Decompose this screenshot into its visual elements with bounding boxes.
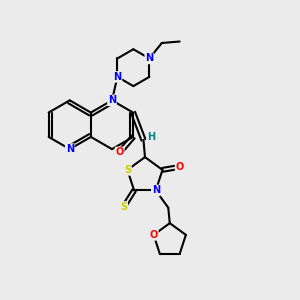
Text: N: N xyxy=(152,185,160,196)
Text: N: N xyxy=(108,95,116,105)
Text: N: N xyxy=(113,72,122,82)
Text: S: S xyxy=(120,202,127,212)
Text: O: O xyxy=(116,147,124,158)
Text: N: N xyxy=(66,144,74,154)
Text: S: S xyxy=(124,165,131,175)
Text: O: O xyxy=(149,230,158,240)
Text: N: N xyxy=(145,53,153,64)
Text: O: O xyxy=(176,162,184,172)
Text: H: H xyxy=(147,132,155,142)
